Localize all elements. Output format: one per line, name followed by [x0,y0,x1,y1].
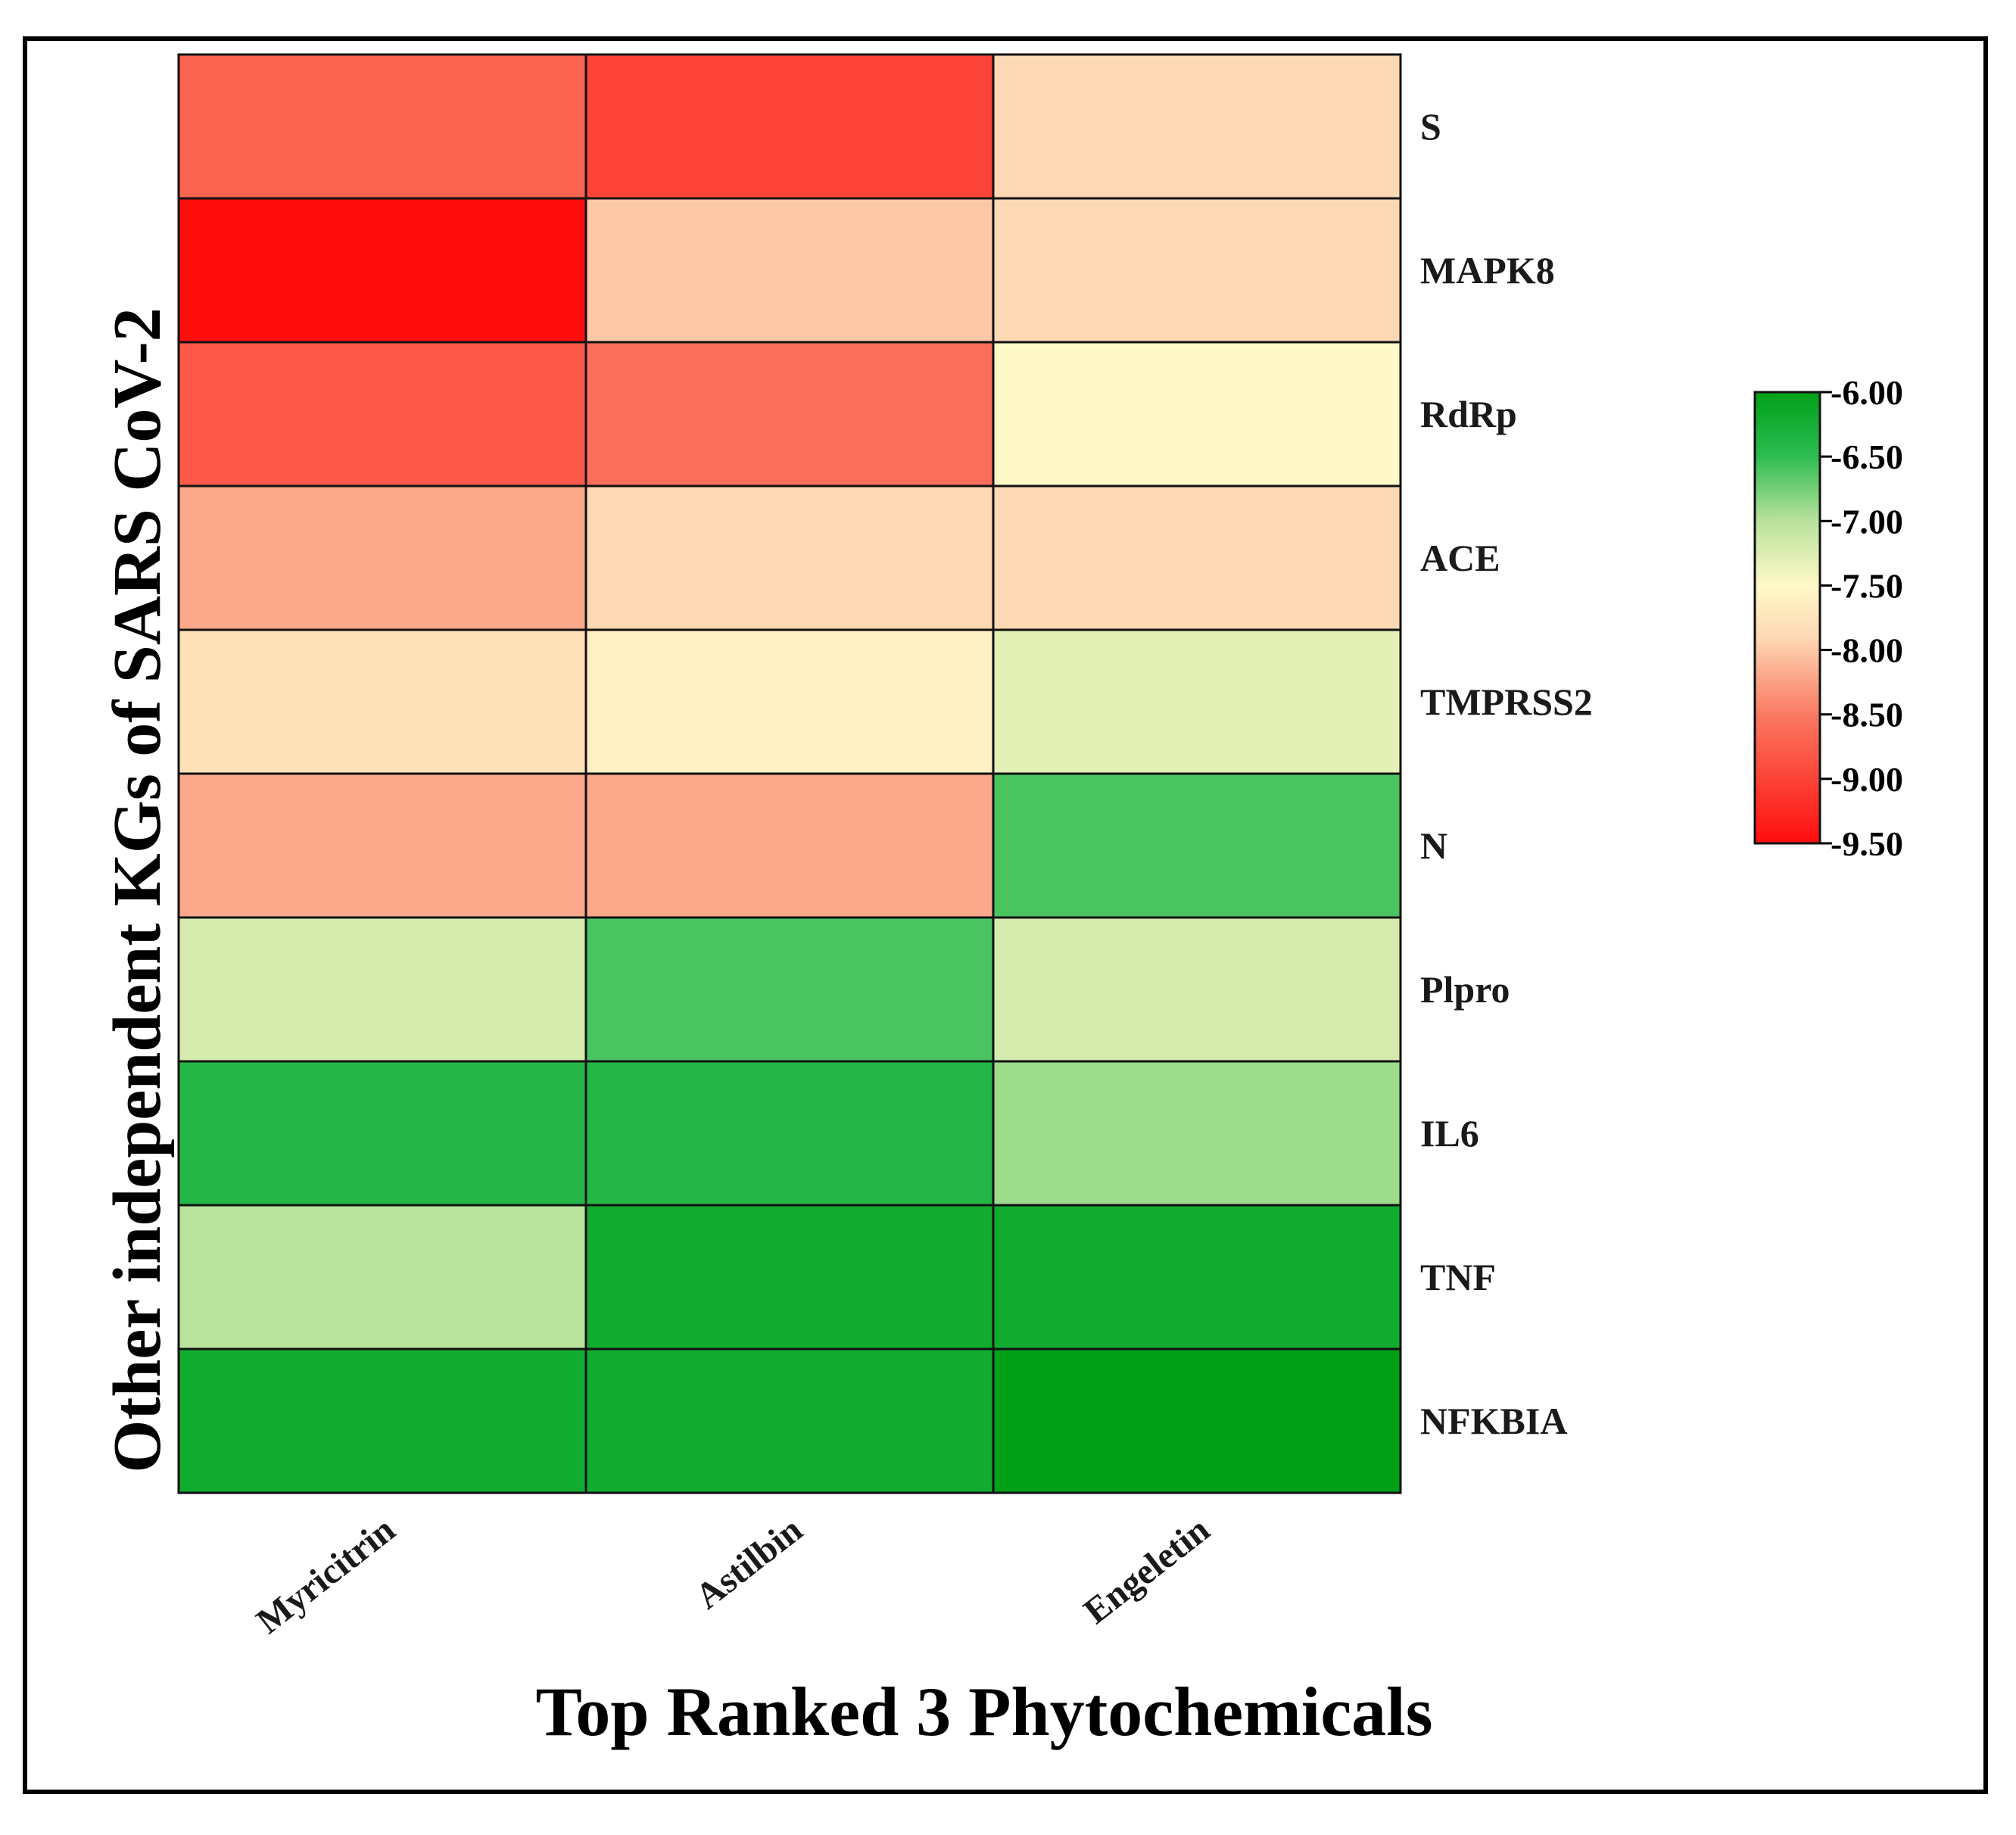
column-label-engeletin: Engeletin [1077,1509,1217,1632]
heatmap-cell-plpro-astilbin [584,916,995,1063]
column-label-myricitrin: Myricitrin [249,1509,403,1642]
x-axis-label: Top Ranked 3 Phytochemicals [535,1673,1432,1750]
heatmap-cell-tmprss2-engeletin [992,628,1402,775]
heatmap-cell-mapk8-astilbin [584,197,995,344]
heatmap-cell-ace-myricitrin [177,484,587,631]
colorbar-tick-label: -6.00 [1831,373,1903,412]
row-label-il6: IL6 [1420,1112,1479,1154]
colorbar-tick-label: -8.50 [1831,696,1903,734]
row-label-rdrp: RdRp [1420,393,1517,435]
heatmap-cell-tnf-engeletin [992,1204,1402,1351]
heatmap-cell-tmprss2-myricitrin [177,628,587,775]
heatmap-cells [177,53,1402,1494]
heatmap-cell-s-engeletin [992,53,1402,200]
heatmap-cell-s-myricitrin [177,53,587,200]
heatmap-cell-mapk8-engeletin [992,197,1402,344]
heatmap-cell-rdrp-myricitrin [177,341,587,488]
column-label-astilbin: Astilbin [688,1509,810,1617]
heatmap-cell-tmprss2-astilbin [584,628,995,775]
colorbar-gradient [1753,391,1821,845]
colorbar-tick-label: -9.50 [1831,824,1903,863]
heatmap-cell-s-astilbin [584,53,995,200]
heatmap-cell-plpro-myricitrin [177,916,587,1063]
heatmap-cell-plpro-engeletin [992,916,1402,1063]
colorbar-tick-label: -8.00 [1831,631,1903,670]
row-label-mapk8: MAPK8 [1420,249,1555,291]
heatmap-cell-nfkbia-myricitrin [177,1347,587,1494]
heatmap-cell-n-myricitrin [177,772,587,919]
figure-frame: S MAPK8 RdRp ACE TMPRSS2 N Plpro IL6 TNF NFKBIA M… [23,36,1988,1794]
colorbar-tick-label: -6.50 [1831,438,1903,476]
row-labels: S MAPK8 RdRp ACE TMPRSS2 N Plpro IL6 TNF NFKBIA [1420,105,1593,1442]
heatmap-cell-ace-engeletin [992,484,1402,631]
heatmap-chart: S MAPK8 RdRp ACE TMPRSS2 N Plpro IL6 TNF NFKBIA M… [100,53,1903,1750]
heatmap-cell-tnf-myricitrin [177,1204,587,1351]
heatmap-cell-nfkbia-engeletin [992,1347,1402,1494]
heatmap-cell-rdrp-astilbin [584,341,995,488]
row-label-nfkbia: NFKBIA [1420,1400,1567,1442]
y-axis-label: Other independent KGs of SARS CoV-2 [100,307,175,1472]
row-label-plpro: Plpro [1420,968,1510,1011]
row-label-tnf: TNF [1420,1256,1496,1298]
heatmap-cell-tnf-astilbin [584,1204,995,1351]
heatmap-cell-mapk8-myricitrin [177,197,587,344]
row-label-n: N [1420,824,1447,867]
colorbar-tick-label: -7.50 [1831,566,1903,605]
heatmap-cell-n-engeletin [992,772,1402,919]
heatmap-cell-il6-engeletin [992,1060,1402,1207]
column-labels: Myricitrin Astilbin Engeletin [249,1509,1217,1642]
colorbar-tick-label: -7.00 [1831,502,1903,541]
heatmap-cell-il6-myricitrin [177,1060,587,1207]
colorbar: -6.00 -6.50 -7.00 -7.50 -8.00 -8.50 -9.00 -9.50 [1753,373,1903,863]
row-label-ace: ACE [1420,537,1500,579]
row-label-tmprss2: TMPRSS2 [1420,681,1593,723]
heatmap-cell-nfkbia-astilbin [584,1347,995,1494]
heatmap-cell-ace-astilbin [584,484,995,631]
heatmap-cell-rdrp-engeletin [992,341,1402,488]
colorbar-tick-label: -9.00 [1831,760,1903,799]
row-label-s: S [1420,105,1441,148]
heatmap-cell-n-astilbin [584,772,995,919]
heatmap-cell-il6-astilbin [584,1060,995,1207]
